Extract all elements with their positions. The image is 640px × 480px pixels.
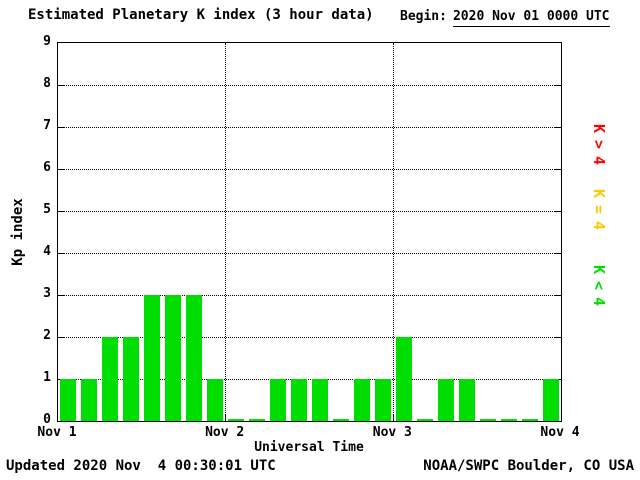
x-tick-label: Nov 1 (37, 425, 77, 440)
kp-bar (228, 419, 245, 421)
kp-bar (332, 419, 349, 421)
gridline-horizontal (58, 252, 561, 254)
kp-bar (165, 295, 182, 421)
y-tick-right (555, 252, 561, 254)
legend-k-below-4: K<4 (590, 265, 608, 314)
y-tick-right (555, 84, 561, 86)
y-tick-left (58, 252, 64, 254)
y-tick-label: 4 (43, 244, 51, 259)
kp-bar (60, 379, 77, 421)
x-tick (225, 415, 227, 421)
y-tick-right (555, 336, 561, 338)
kp-bar (353, 379, 370, 421)
y-tick-left (58, 294, 64, 296)
source-credit: NOAA/SWPC Boulder, CO USA (423, 458, 634, 474)
gridline-horizontal (58, 294, 561, 296)
x-tick (392, 415, 394, 421)
y-tick-right (555, 210, 561, 212)
kp-bar (437, 379, 454, 421)
x-tick-label: Nov 4 (540, 425, 580, 440)
y-tick-label: 3 (43, 286, 51, 301)
x-tick-label: Nov 2 (205, 425, 245, 440)
y-tick-label: 0 (43, 412, 51, 427)
y-tick-left (58, 126, 64, 128)
y-tick-label: 9 (43, 34, 51, 49)
legend-k-above-4: K>4 (590, 124, 608, 173)
y-tick-right (555, 294, 561, 296)
y-tick-left (58, 168, 64, 170)
y-axis-title: Kp index (10, 198, 26, 266)
x-tick-label: Nov 3 (372, 425, 412, 440)
chart-title: Estimated Planetary K index (3 hour data… (28, 7, 374, 23)
kp-bar (395, 337, 412, 421)
kp-bar (291, 379, 308, 421)
y-tick-label: 8 (43, 76, 51, 91)
y-tick-left (58, 210, 64, 212)
plot-area (57, 42, 562, 422)
gridline-vertical (392, 43, 394, 421)
gridline-horizontal (58, 168, 561, 170)
x-axis-title: Universal Time (254, 440, 364, 455)
y-tick-label: 1 (43, 370, 51, 385)
gridline-vertical (225, 43, 227, 421)
kp-bar (500, 419, 517, 421)
kp-bar (102, 337, 119, 421)
y-tick-label: 7 (43, 118, 51, 133)
y-tick-right (555, 168, 561, 170)
gridline-horizontal (58, 336, 561, 338)
begin-label: Begin: (400, 9, 447, 24)
kp-bar (186, 295, 203, 421)
y-tick-left (58, 84, 64, 86)
gridline-horizontal (58, 84, 561, 86)
kp-bar (458, 379, 475, 421)
y-tick-label: 2 (43, 328, 51, 343)
gridline-horizontal (58, 126, 561, 128)
kp-bar (374, 379, 391, 421)
kp-bar (479, 419, 496, 421)
y-tick-right (555, 126, 561, 128)
begin-block: Begin: 2020 Nov 01 0000 UTC (400, 9, 610, 27)
kp-bar (144, 295, 161, 421)
kp-bar (207, 379, 224, 421)
y-tick-label: 6 (43, 160, 51, 175)
kp-bar (542, 379, 559, 421)
gridline-horizontal (58, 378, 561, 380)
kp-bar (521, 419, 538, 421)
y-tick-left (58, 336, 64, 338)
legend-k-equal-4: K=4 (590, 189, 608, 238)
kp-bar (416, 419, 433, 421)
kp-bar (81, 379, 98, 421)
kp-bar (270, 379, 287, 421)
updated-timestamp: Updated 2020 Nov 4 00:30:01 UTC (6, 458, 276, 474)
begin-value: 2020 Nov 01 0000 UTC (452, 9, 610, 27)
gridline-horizontal (58, 210, 561, 212)
y-tick-label: 5 (43, 202, 51, 217)
kp-bar (249, 419, 266, 421)
kp-bar (123, 337, 140, 421)
kp-bar (311, 379, 328, 421)
